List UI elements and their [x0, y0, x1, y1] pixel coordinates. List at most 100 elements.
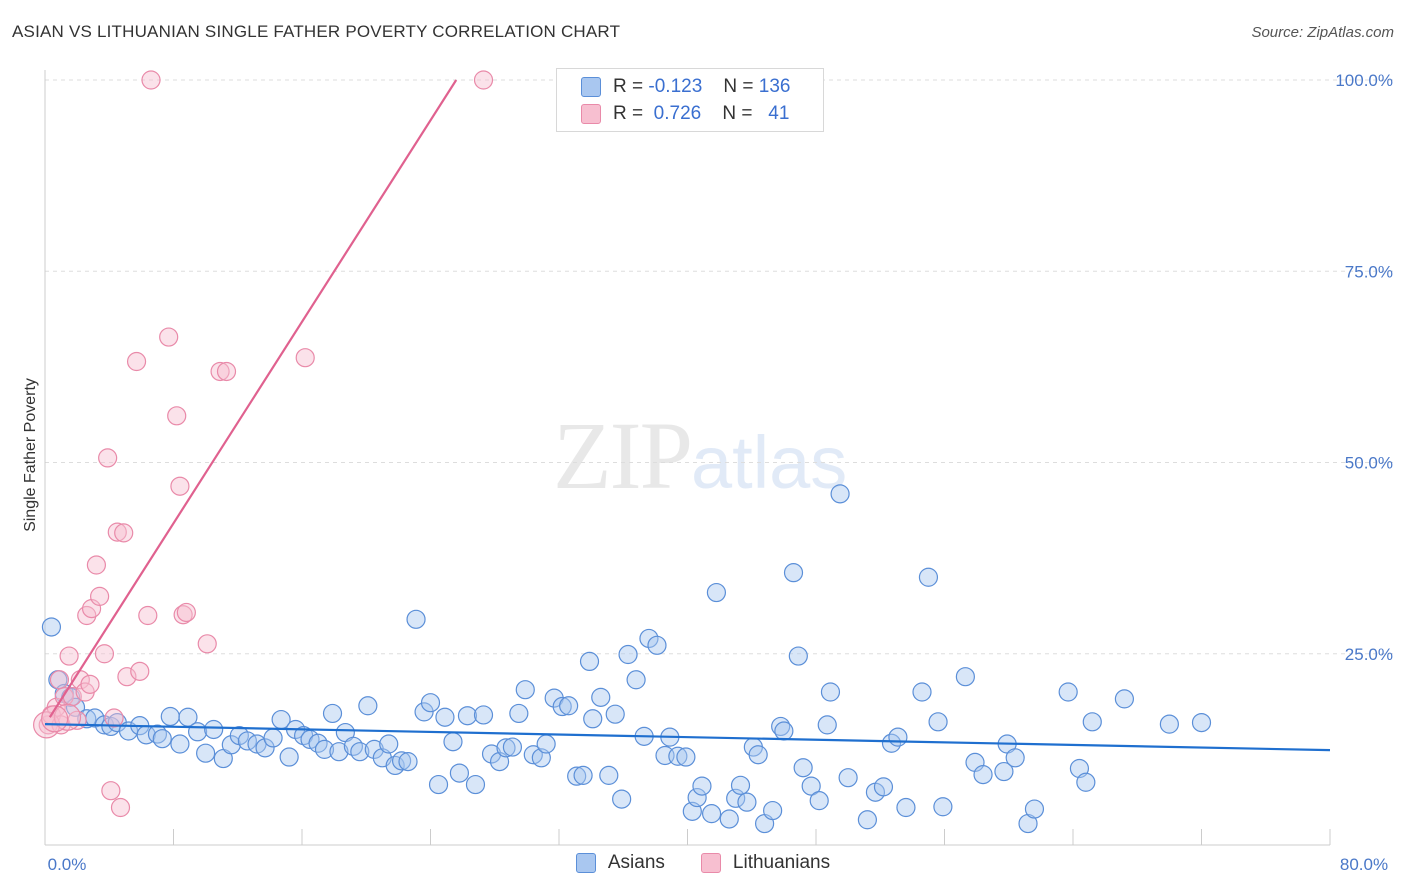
asian-point	[591, 687, 611, 707]
y-tick-label: 100.0%	[1335, 71, 1393, 90]
asian-point	[817, 715, 837, 735]
asian-point	[314, 739, 335, 759]
asian-point	[618, 644, 638, 665]
legend-label-asians: Asians	[607, 852, 665, 873]
lithuanian-point	[216, 361, 237, 382]
asian-point	[567, 766, 587, 786]
asian-point	[41, 617, 62, 637]
series-legend: Asians Lithuanians	[0, 852, 1406, 874]
asian-point	[406, 609, 426, 629]
asian-point	[687, 787, 707, 808]
asian-point	[196, 743, 216, 763]
asian-point	[152, 729, 172, 749]
legend-label-lithuanians: Lithuanians	[732, 852, 831, 873]
asian-point	[379, 734, 399, 754]
asian-n-value: 136	[758, 76, 791, 97]
asian-point	[820, 682, 841, 702]
lithuanian-point	[114, 523, 134, 543]
asian-point	[994, 761, 1014, 782]
asian-point	[77, 709, 97, 729]
asian-point	[435, 707, 455, 727]
asian-point	[626, 670, 646, 690]
asian-point	[496, 738, 516, 758]
legend-item-lithuanians[interactable]: Lithuanians	[700, 852, 831, 874]
asian-point	[473, 705, 494, 725]
lithuanian-swatch	[581, 104, 601, 124]
asian-point	[420, 693, 441, 713]
asian-point	[730, 775, 751, 795]
asian-swatch	[581, 77, 601, 97]
asian-point	[1159, 714, 1179, 734]
asian-point	[204, 719, 224, 740]
watermark-zip: ZIP	[553, 402, 693, 509]
asian-point	[706, 582, 727, 603]
lithuanian-point	[49, 670, 70, 690]
lithuanian-point	[86, 555, 107, 575]
asian-point	[1082, 712, 1102, 732]
asian-point	[647, 635, 667, 655]
lithuanian-point	[107, 522, 127, 542]
asian-point	[536, 734, 556, 754]
asian-point	[599, 765, 619, 785]
asian-point	[573, 765, 593, 785]
asian-point	[612, 789, 632, 809]
asian-point	[449, 763, 470, 783]
asian-point	[559, 696, 579, 716]
lithuanian-point	[173, 605, 193, 625]
asian-point	[255, 738, 275, 758]
asian-point	[1005, 748, 1025, 768]
legend-item-asians[interactable]: Asians	[575, 852, 665, 874]
asian-point	[857, 810, 878, 830]
asian-point	[428, 774, 449, 795]
lithuanian-point	[141, 70, 161, 90]
asian-point	[465, 774, 486, 795]
asian-point	[515, 680, 535, 700]
axes	[44, 70, 1331, 846]
y-axis-label: Single Father Poverty	[22, 378, 39, 532]
lithuanian-point	[170, 476, 190, 496]
asian-point	[774, 721, 794, 741]
lithuanian-point	[473, 70, 494, 90]
asian-point	[1058, 682, 1078, 702]
lithuanian-point	[138, 605, 158, 626]
lithuanian-point	[130, 661, 150, 681]
y-tick-label: 50.0%	[1345, 454, 1393, 473]
lithuanian-point	[167, 406, 187, 426]
asian-point	[701, 804, 722, 824]
asian-point	[793, 758, 813, 778]
asian-point	[1191, 712, 1212, 733]
asian-point	[933, 797, 953, 817]
x-tick-label: 80.0%	[1340, 855, 1388, 874]
asian-point	[912, 682, 932, 702]
y-tick-label: 75.0%	[1345, 262, 1393, 281]
asian-point	[583, 709, 603, 729]
asian-point	[719, 809, 739, 829]
asian-point	[692, 776, 712, 796]
asian-point	[457, 706, 478, 726]
asian-point	[763, 800, 783, 821]
asian-point	[973, 765, 993, 785]
lithuanian-point	[126, 351, 147, 372]
asian-point	[955, 667, 975, 687]
asian-point	[928, 712, 948, 732]
asian-point	[605, 704, 625, 724]
asian-point	[398, 752, 418, 772]
asian-point	[918, 567, 939, 587]
n-label: N =	[723, 76, 754, 97]
lithuanian-point	[98, 448, 118, 468]
source-label: Source: ZipAtlas.com	[1251, 24, 1394, 41]
asian-swatch	[575, 853, 596, 873]
asian-point	[748, 745, 768, 765]
asian-point	[676, 747, 696, 767]
lithuanian-point	[90, 586, 110, 606]
asian-point	[322, 703, 343, 724]
asian-point	[830, 484, 850, 504]
asian-point	[873, 777, 894, 797]
asian-point	[809, 791, 829, 811]
asian-point	[1024, 799, 1045, 819]
lithuanian-point	[117, 667, 137, 687]
lithuanian-point	[295, 348, 315, 368]
asian-point	[552, 696, 572, 717]
lithuanian-point	[210, 361, 230, 382]
lithuanian-point	[80, 674, 100, 694]
